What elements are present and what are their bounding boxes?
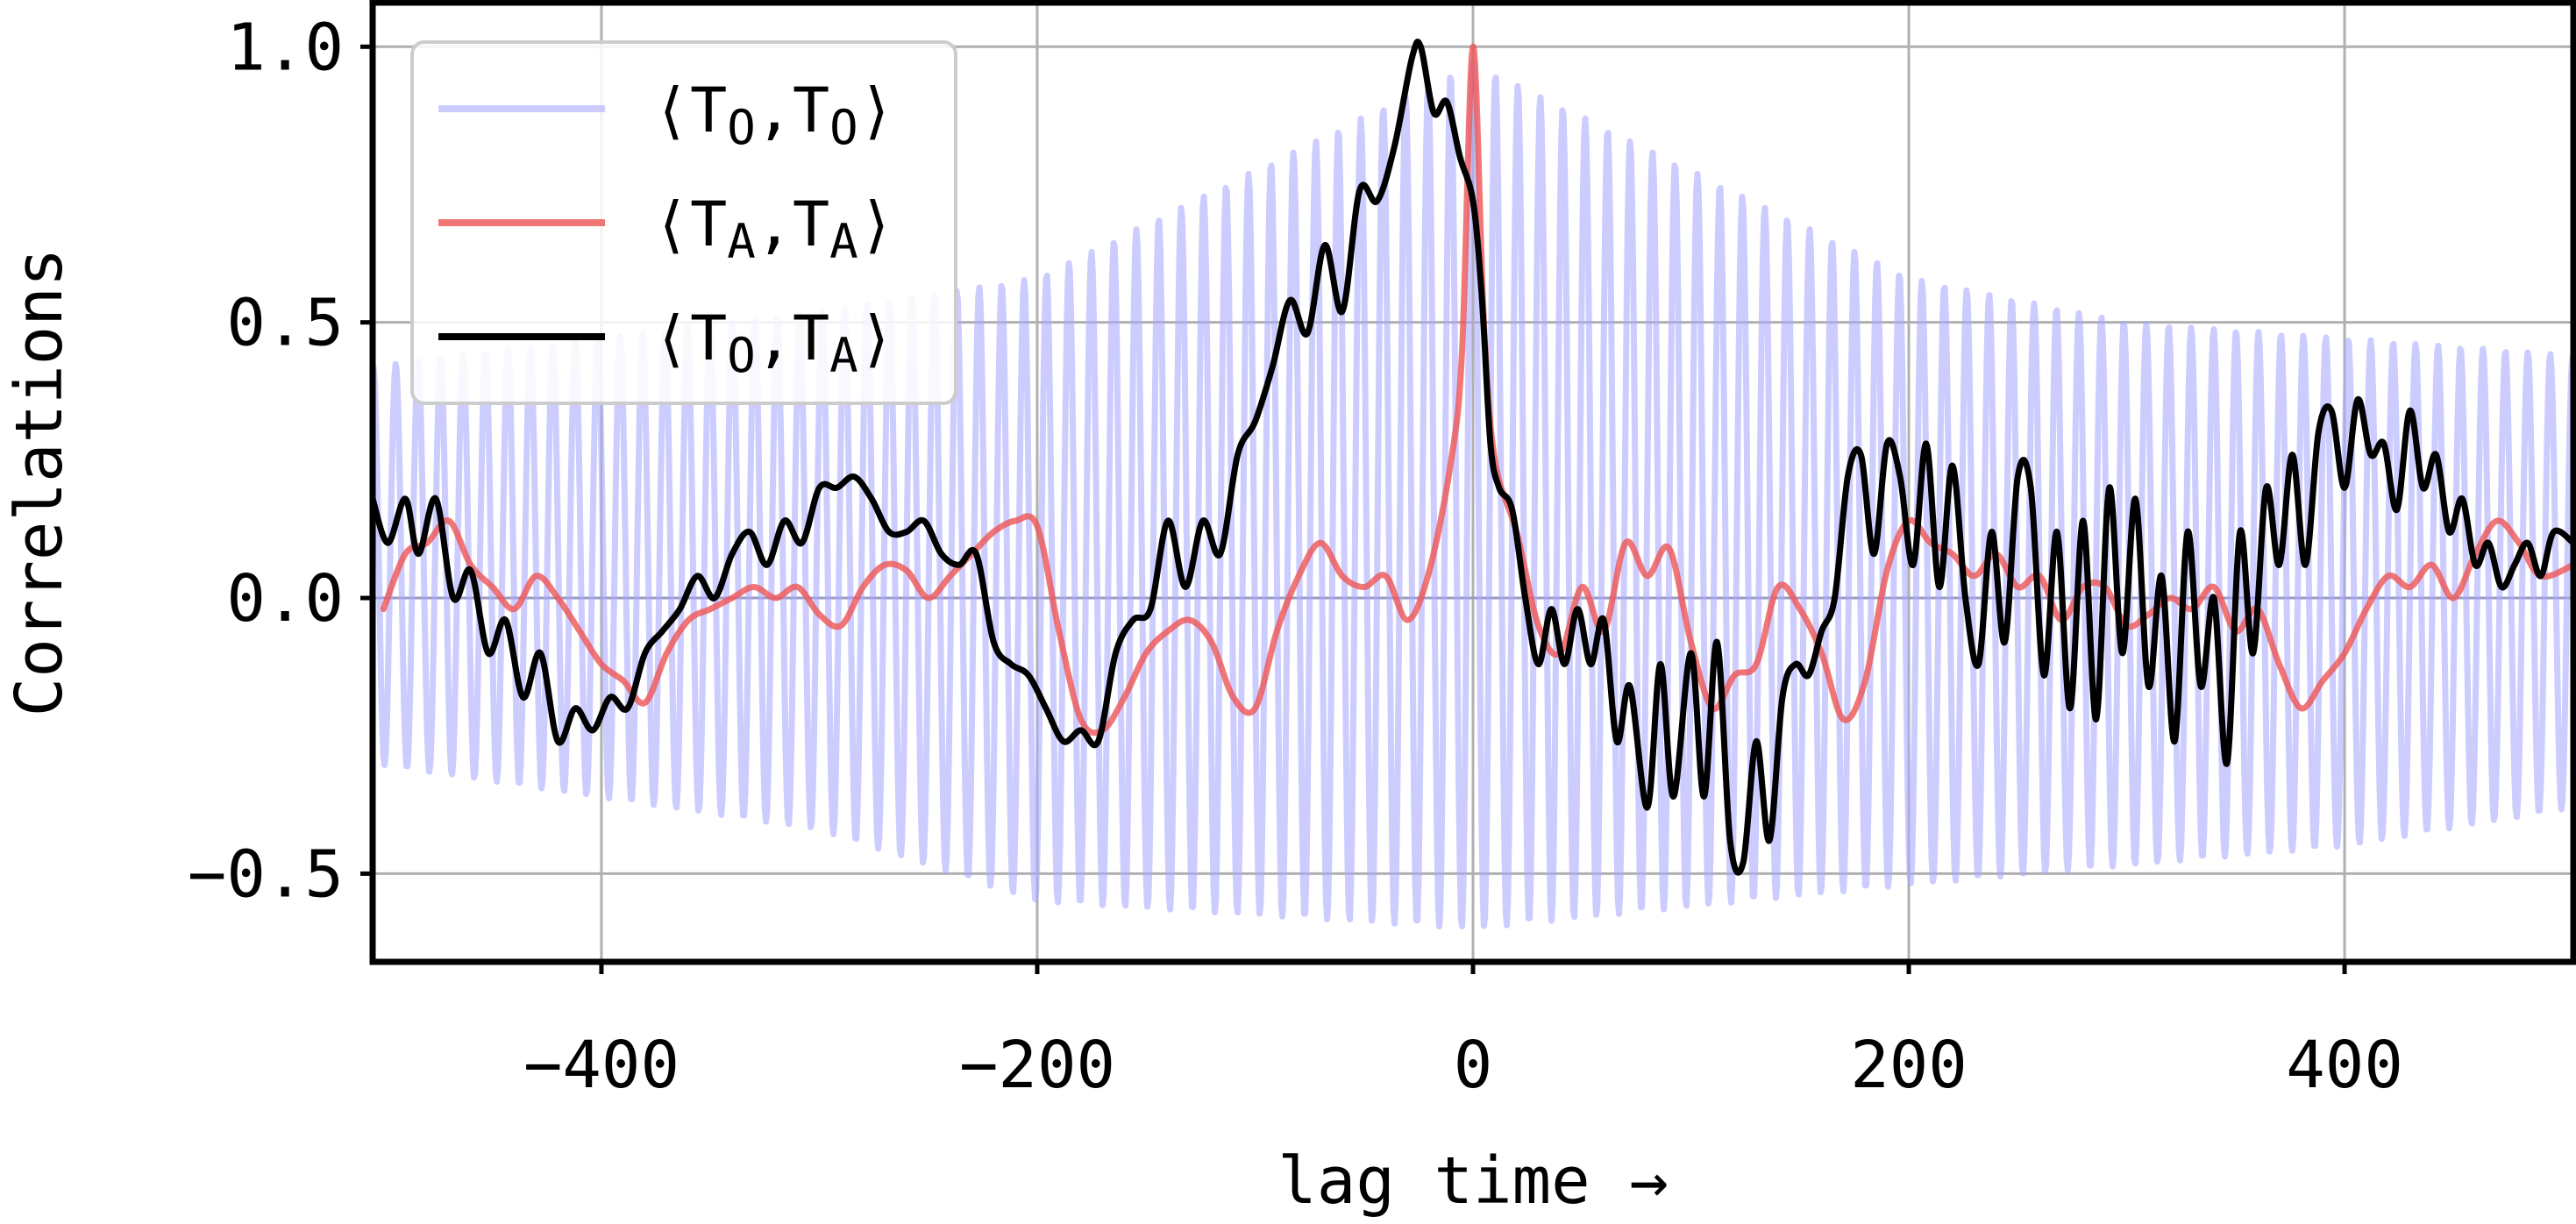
x-tick-label: 0: [1454, 1028, 1493, 1103]
legend: ⟨TO,TO⟩ ⟨TA,TA⟩ ⟨TO,TA⟩: [410, 40, 957, 405]
legend-box: [410, 40, 957, 405]
x-tick-label: −200: [959, 1028, 1115, 1103]
series-line-TOTA: [373, 39, 2573, 876]
y-tick-label: 0.0: [226, 561, 344, 637]
legend-label-TA: ⟨TA,TA⟩: [653, 189, 895, 269]
y-axis: −0.5 0.0 0.5 1.0: [188, 10, 373, 912]
y-tick-label: −0.5: [188, 836, 344, 912]
x-tick-label: 200: [1850, 1028, 1968, 1103]
x-axis-label: lag time →: [1277, 1143, 1669, 1219]
y-axis-label: Correlations: [2, 248, 77, 717]
x-tick-label: 400: [2286, 1028, 2403, 1103]
series-layer: [373, 39, 2573, 930]
x-axis: −400 −200 0 200 400: [523, 962, 2403, 1103]
legend-label-TOTA: ⟨TO,TA⟩: [653, 302, 895, 383]
x-tick-label: −400: [523, 1028, 680, 1103]
series-line-TA: [380, 43, 2573, 737]
legend-label-TO: ⟨TO,TO⟩: [653, 75, 895, 155]
y-tick-label: 1.0: [226, 10, 344, 85]
y-tick-label: 0.5: [226, 286, 344, 361]
